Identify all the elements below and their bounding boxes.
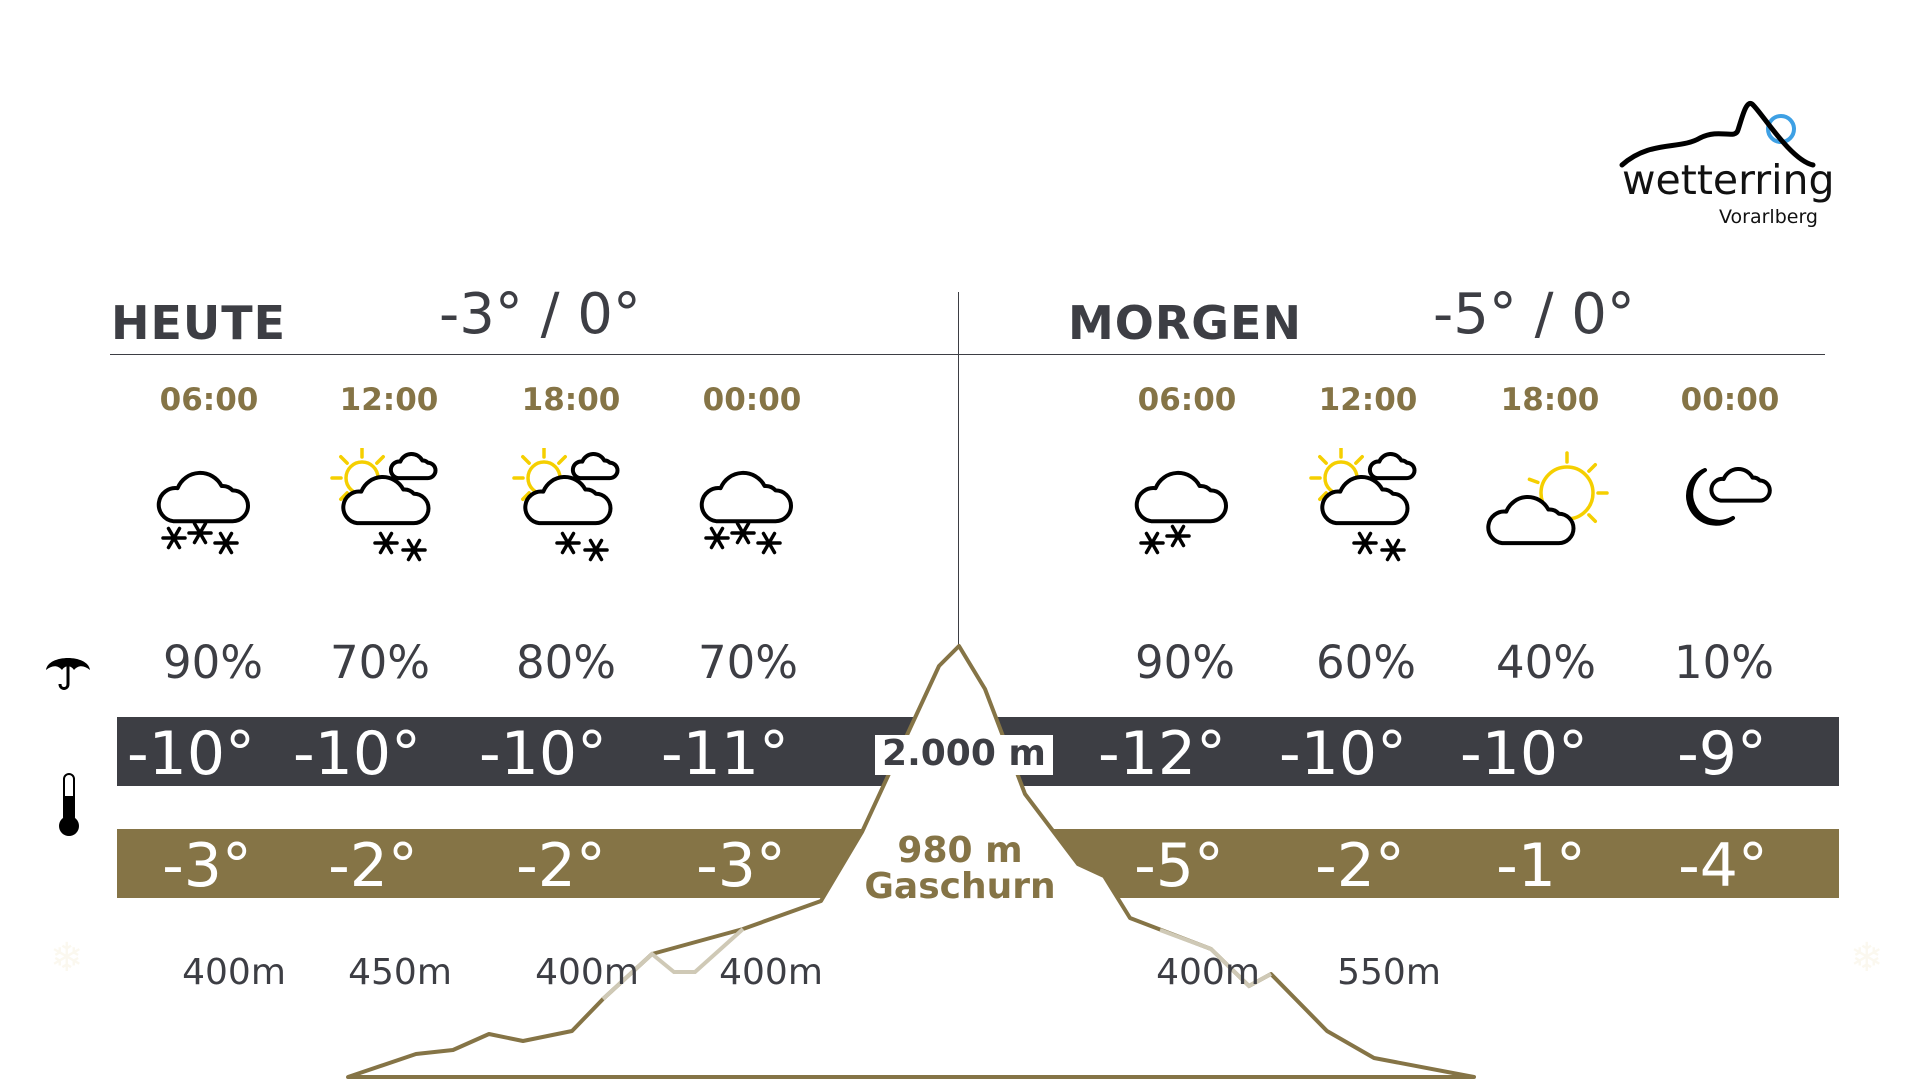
snowline: 400m <box>1156 952 1260 993</box>
slot-time: 06:00 <box>159 382 259 418</box>
mountain-temperature: -11° <box>661 719 789 789</box>
slot-time: 00:00 <box>1680 382 1780 418</box>
moon-cloud-icon <box>1665 448 1795 578</box>
cloud-snow-icon <box>144 448 274 578</box>
cloud-snow-light-icon <box>1122 448 1252 578</box>
tomorrow-label: MORGEN <box>1068 296 1302 350</box>
mountain-temperature: -12° <box>1098 719 1226 789</box>
snowline: 400m <box>182 952 286 993</box>
valley-name: Gaschurn <box>864 866 1056 907</box>
sun-cloud-icon <box>1485 448 1615 578</box>
valley-temperature: -3° <box>696 831 786 901</box>
snowline: 450m <box>348 952 452 993</box>
logo: wetterring Vorarlberg <box>1600 90 1835 240</box>
valley-temperature: -2° <box>328 831 418 901</box>
valley-temperature: -5° <box>1134 831 1224 901</box>
sun-cloud-snow-icon <box>1303 446 1433 578</box>
slot-time: 12:00 <box>1318 382 1418 418</box>
snowline: 400m <box>719 952 823 993</box>
precip-probability: 10% <box>1673 636 1775 689</box>
logo-region: Vorarlberg <box>1719 206 1818 228</box>
slot-time: 18:00 <box>521 382 621 418</box>
snowline: 400m <box>535 952 639 993</box>
mountain-temperature: -9° <box>1677 719 1767 789</box>
umbrella-icon <box>46 658 90 690</box>
slot-time: 12:00 <box>339 382 439 418</box>
slot-time: 18:00 <box>1500 382 1600 418</box>
snowflake-drop-icon: ❄ <box>1850 935 1884 981</box>
today-label: HEUTE <box>111 296 287 350</box>
valley-temperature: -2° <box>1315 831 1405 901</box>
day-divider <box>958 292 959 648</box>
sun-cloud-snow-icon <box>506 446 636 578</box>
precip-probability: 80% <box>515 636 617 689</box>
today-range: -3° / 0° <box>439 282 641 347</box>
mountain-temperature: -10° <box>479 719 607 789</box>
precip-probability: 70% <box>329 636 431 689</box>
valley-temperature: -2° <box>516 831 606 901</box>
snowline: 550m <box>1337 952 1441 993</box>
valley-temperature: -3° <box>162 831 252 901</box>
tomorrow-range: -5° / 0° <box>1433 282 1635 347</box>
precip-probability: 60% <box>1315 636 1417 689</box>
cloud-snow-icon <box>687 448 817 578</box>
precip-probability: 70% <box>697 636 799 689</box>
mountain-temperature: -10° <box>293 719 421 789</box>
mountain-temperature: -10° <box>127 719 255 789</box>
precip-probability: 40% <box>1495 636 1597 689</box>
logo-mountain-icon <box>1619 100 1816 168</box>
valley-temperature: -4° <box>1678 831 1768 901</box>
snowflake-drop-icon: ❄ <box>50 935 84 981</box>
header-divider <box>110 354 1825 355</box>
slot-time: 00:00 <box>702 382 802 418</box>
valley-temperature: -1° <box>1496 831 1586 901</box>
valley-altitude: 980 m <box>897 830 1023 871</box>
sun-cloud-snow-icon <box>324 446 454 578</box>
altitude-label: 2.000 m <box>882 733 1046 774</box>
altitude-badge <box>875 735 1053 775</box>
precip-probability: 90% <box>162 636 264 689</box>
logo-brand: wetterring <box>1622 156 1835 204</box>
mountain-temperature: -10° <box>1460 719 1588 789</box>
mountain-temperature: -10° <box>1279 719 1407 789</box>
precip-probability: 90% <box>1134 636 1236 689</box>
thermometer-icon <box>59 773 79 836</box>
slot-time: 06:00 <box>1137 382 1237 418</box>
